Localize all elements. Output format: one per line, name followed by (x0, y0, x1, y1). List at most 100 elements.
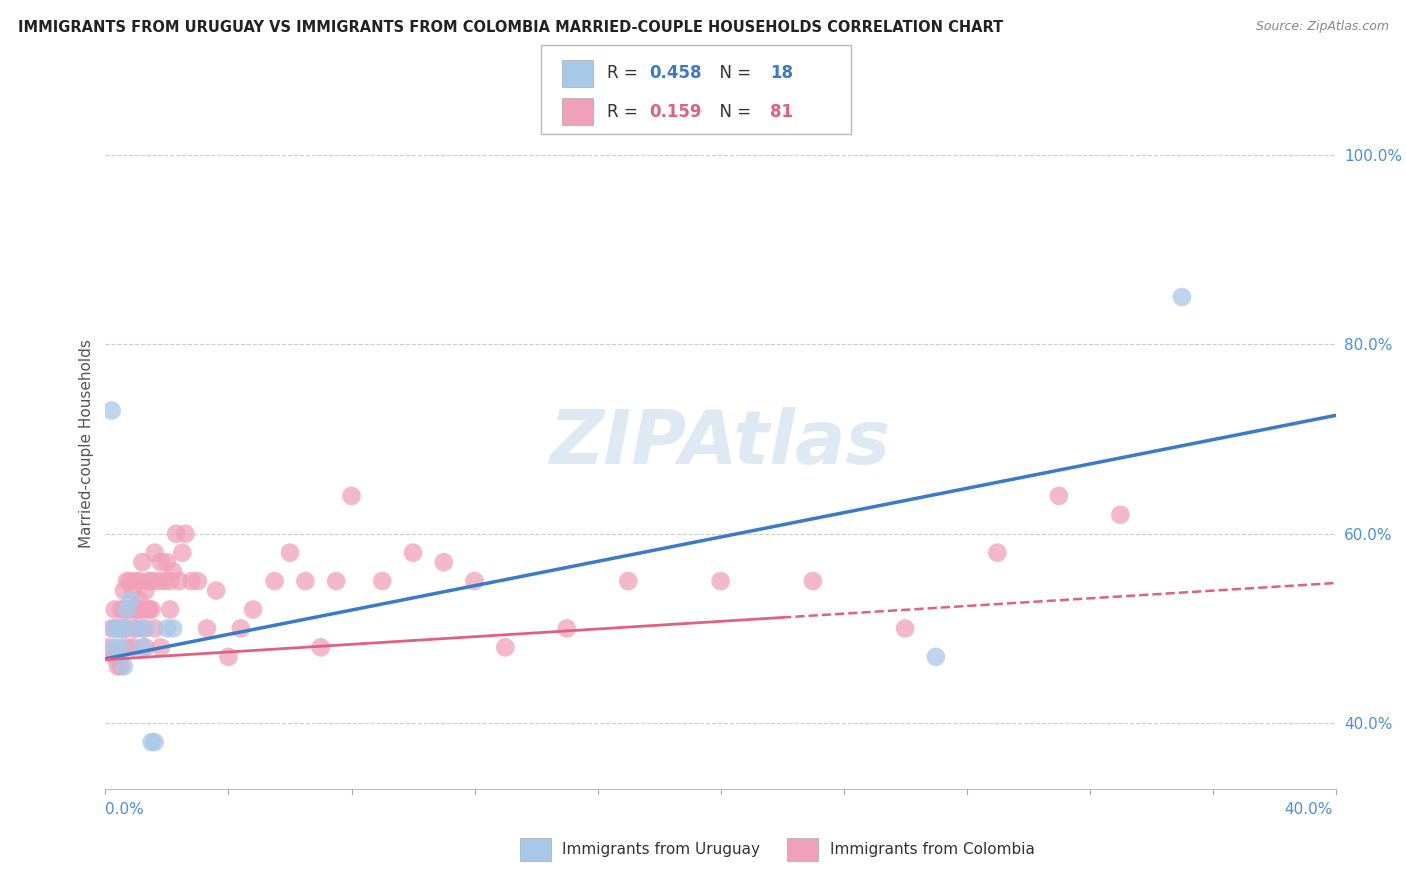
Point (125, 602, 148, 616)
Point (120, 602, 141, 616)
Point (169, 574, 191, 588)
Point (138, 602, 160, 616)
Point (894, 622, 917, 636)
Text: Source: ZipAtlas.com: Source: ZipAtlas.com (1256, 20, 1389, 33)
Point (110, 659, 132, 673)
Point (187, 574, 209, 588)
Point (104, 649, 127, 664)
Point (141, 735, 163, 749)
Point (131, 640, 153, 655)
Point (125, 574, 148, 588)
Point (128, 602, 150, 616)
Text: ZIPAtlas: ZIPAtlas (550, 408, 891, 480)
Point (125, 622, 148, 636)
Point (278, 546, 301, 560)
Point (112, 659, 135, 673)
Point (107, 622, 129, 636)
Point (309, 640, 332, 655)
Point (97, 640, 120, 655)
Point (325, 574, 347, 588)
Point (162, 565, 184, 579)
Point (149, 640, 172, 655)
Point (125, 602, 148, 616)
Point (162, 622, 184, 636)
Point (153, 574, 176, 588)
Point (156, 622, 179, 636)
Point (100, 403, 122, 417)
Text: R =: R = (607, 103, 644, 120)
Point (112, 622, 135, 636)
Point (138, 574, 160, 588)
Point (146, 574, 169, 588)
Text: 0.159: 0.159 (650, 103, 702, 120)
Point (104, 622, 127, 636)
Point (143, 622, 166, 636)
Point (143, 735, 166, 749)
Point (986, 546, 1008, 560)
Point (494, 640, 516, 655)
Point (120, 602, 141, 616)
Point (125, 622, 148, 636)
Point (710, 574, 733, 588)
Point (402, 546, 425, 560)
Point (156, 555, 179, 569)
Point (159, 574, 181, 588)
Text: N =: N = (709, 64, 756, 82)
Point (115, 602, 138, 616)
Point (104, 640, 127, 655)
Point (294, 574, 316, 588)
Point (107, 622, 129, 636)
Text: 0.0%: 0.0% (105, 803, 145, 817)
Point (242, 602, 264, 616)
Point (205, 583, 228, 598)
Point (120, 574, 141, 588)
Point (229, 622, 252, 636)
Point (134, 640, 156, 655)
Point (107, 659, 129, 673)
Point (112, 602, 135, 616)
Point (115, 622, 138, 636)
Point (159, 602, 181, 616)
Point (134, 583, 156, 598)
Point (174, 526, 197, 541)
Point (555, 622, 578, 636)
Point (110, 622, 132, 636)
Point (122, 640, 145, 655)
Point (100, 622, 122, 636)
Point (115, 640, 138, 655)
Point (617, 574, 640, 588)
Point (172, 546, 194, 560)
Point (371, 574, 394, 588)
Point (138, 602, 160, 616)
Point (464, 574, 486, 588)
Point (433, 555, 456, 569)
Point (340, 489, 363, 503)
Point (165, 526, 187, 541)
Text: R =: R = (607, 64, 644, 82)
Point (122, 622, 145, 636)
Point (110, 640, 132, 655)
Point (131, 622, 153, 636)
Point (115, 574, 138, 588)
Point (131, 555, 153, 569)
Point (195, 622, 218, 636)
Point (143, 546, 166, 560)
Text: 0.458: 0.458 (650, 64, 702, 82)
Point (112, 622, 135, 636)
Point (112, 622, 135, 636)
Point (218, 649, 240, 664)
Point (149, 555, 172, 569)
Point (141, 574, 163, 588)
Point (925, 649, 948, 664)
Point (120, 593, 141, 607)
Point (122, 583, 145, 598)
Text: Immigrants from Colombia: Immigrants from Colombia (830, 842, 1035, 856)
Y-axis label: Married-couple Households: Married-couple Households (79, 339, 94, 549)
Point (1109, 508, 1132, 522)
Point (110, 602, 132, 616)
Point (128, 593, 150, 607)
Point (1047, 489, 1070, 503)
Point (141, 602, 163, 616)
Point (134, 622, 156, 636)
Point (107, 649, 129, 664)
